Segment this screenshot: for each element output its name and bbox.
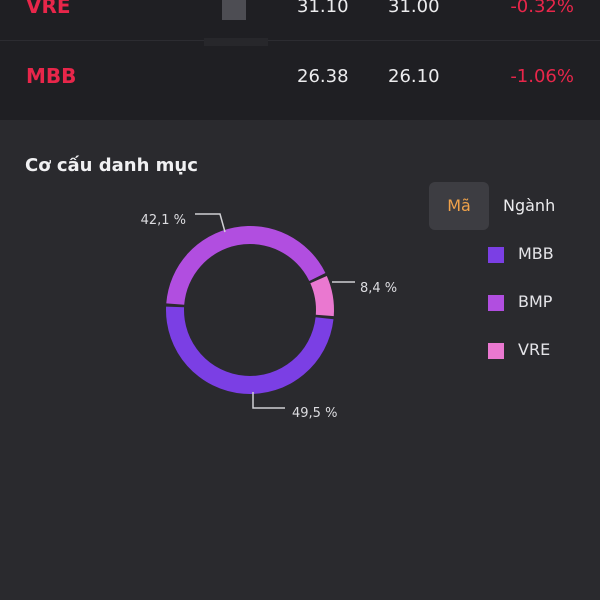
- toggle-option-nganh[interactable]: Ngành: [503, 196, 556, 215]
- callout-line-mbb: [252, 392, 285, 409]
- row-divider: [0, 40, 600, 41]
- callout-line-bmp: [195, 213, 226, 233]
- handle-shadow: [204, 38, 268, 46]
- slice-label-mbb: 49,5 %: [292, 406, 337, 421]
- donut-slice-bmp[interactable]: [166, 225, 326, 305]
- holding-change: -1.06%: [510, 66, 574, 87]
- holding-symbol: MBB: [26, 64, 77, 88]
- legend-swatch: [488, 247, 504, 263]
- slice-label-bmp: 42,1 %: [141, 213, 186, 228]
- legend-label: MBB: [518, 244, 554, 263]
- scroll-handle[interactable]: [222, 0, 246, 20]
- view-toggle[interactable]: Mã Ngành: [429, 182, 559, 230]
- donut-slice-mbb[interactable]: [165, 306, 334, 395]
- legend-label: BMP: [518, 292, 553, 311]
- holding-ref-price: 26.10: [388, 66, 440, 87]
- toggle-option-ma[interactable]: Mã: [429, 182, 489, 230]
- holding-row-mbb[interactable]: MBB 26.38 26.10 -1.06%: [0, 50, 600, 110]
- portfolio-title: Cơ cấu danh mục: [25, 155, 198, 176]
- donut-slice-vre[interactable]: [310, 275, 334, 317]
- legend-swatch: [488, 343, 504, 359]
- holding-ref-price: 31.00: [388, 0, 440, 17]
- holding-row-vre[interactable]: VRE 31.10 31.00 -0.32%: [0, 0, 600, 40]
- holding-price: 26.38: [297, 66, 349, 87]
- holding-change: -0.32%: [510, 0, 574, 17]
- legend-label: VRE: [518, 340, 551, 359]
- legend-swatch: [488, 295, 504, 311]
- holdings-list: VRE 31.10 31.00 -0.32% MBB 26.38 26.10 -…: [0, 0, 600, 120]
- slice-label-vre: 8,4 %: [360, 281, 397, 296]
- holding-price: 31.10: [297, 0, 349, 17]
- holding-symbol: VRE: [26, 0, 71, 18]
